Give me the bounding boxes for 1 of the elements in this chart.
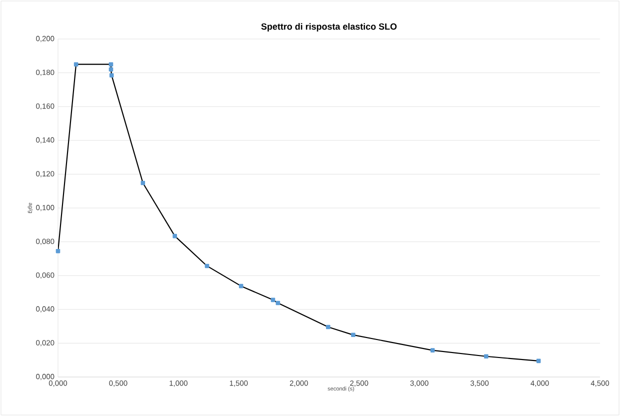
chart-title: Spettro di risposta elastico SLO (261, 23, 397, 32)
